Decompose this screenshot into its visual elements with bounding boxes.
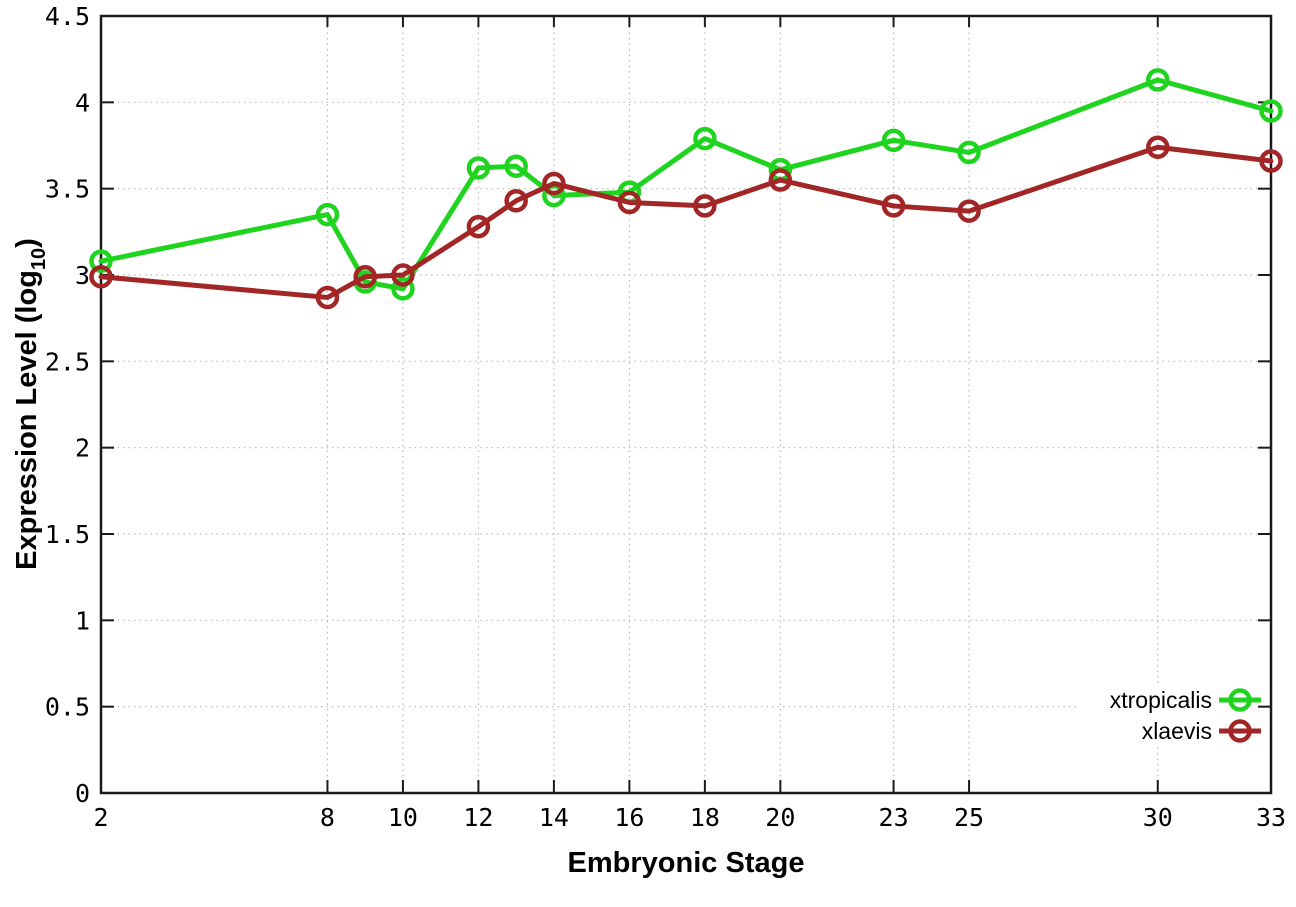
plot-border xyxy=(99,14,1273,795)
data-point-xtropicalis xyxy=(957,140,981,165)
data-point-xlaevis xyxy=(315,285,340,310)
data-point-xlaevis xyxy=(617,190,642,215)
y-tick-label: 3 xyxy=(75,261,90,290)
legend-background xyxy=(1080,683,1269,747)
y-tick-label: 4.5 xyxy=(45,2,90,31)
data-point-xlaevis xyxy=(693,194,717,218)
data-point-xtropicalis xyxy=(504,154,528,178)
y-tick-label: 1 xyxy=(75,606,90,635)
series-line-xlaevis xyxy=(98,144,1274,300)
data-point-xlaevis xyxy=(881,194,906,218)
x-tick-label: 2 xyxy=(93,803,108,832)
y-axis-title-text: Expression Level (log xyxy=(11,270,44,570)
x-tick-label: 14 xyxy=(539,803,569,832)
x-tick-label: 30 xyxy=(1143,803,1173,832)
x-tick-label: 33 xyxy=(1256,803,1286,832)
data-point-xtropicalis xyxy=(693,126,717,151)
y-axis-title-suffix: ) xyxy=(11,238,44,248)
data-point-xlaevis xyxy=(957,199,981,223)
data-point-xtropicalis xyxy=(466,156,491,180)
x-tick-label: 8 xyxy=(320,803,335,832)
data-point-xtropicalis xyxy=(391,277,415,301)
legend-marker-xlaevis xyxy=(1228,719,1252,743)
data-point-xtropicalis xyxy=(1259,99,1283,123)
data-point-xlaevis xyxy=(1259,149,1283,173)
data-point-xtropicalis xyxy=(315,202,340,227)
data-point-xlaevis xyxy=(1146,135,1170,159)
data-point-xtropicalis xyxy=(1146,68,1170,92)
y-axis-title-subscript: 10 xyxy=(27,247,50,271)
y-axis-title: Expression Level (log10) xyxy=(11,238,50,570)
x-tick-label: 10 xyxy=(388,803,418,832)
data-point-xlaevis xyxy=(353,264,377,289)
legend-label-xlaevis: xlaevis xyxy=(1142,718,1212,744)
y-tick-label: 2.5 xyxy=(45,347,90,376)
data-point-xlaevis xyxy=(89,264,113,289)
x-axis-title: Embryonic Stage xyxy=(567,847,805,879)
data-point-xlaevis xyxy=(466,214,491,239)
x-tick-label: 18 xyxy=(690,803,720,832)
x-tick-label: 25 xyxy=(954,803,984,832)
x-tick-label: 23 xyxy=(879,803,909,832)
y-tick-label: 1.5 xyxy=(45,520,90,549)
x-tick-label: 20 xyxy=(765,803,795,832)
legend-label-xtropicalis: xtropicalis xyxy=(1110,687,1212,713)
x-tick-label: 12 xyxy=(463,803,493,832)
y-tick-label: 0 xyxy=(75,779,90,808)
data-point-xlaevis xyxy=(391,263,415,287)
y-tick-label: 2 xyxy=(75,434,90,463)
data-point-xlaevis xyxy=(542,171,566,196)
data-point-xtropicalis xyxy=(881,128,906,153)
series-line-xtropicalis xyxy=(98,77,1274,292)
y-tick-label: 0.5 xyxy=(45,693,90,722)
y-tick-label: 3.5 xyxy=(45,175,90,204)
legend-marker-xtropicalis xyxy=(1228,688,1252,712)
x-tick-label: 16 xyxy=(614,803,644,832)
y-tick-label: 4 xyxy=(75,88,90,117)
data-point-xlaevis xyxy=(768,168,793,192)
data-point-xlaevis xyxy=(504,189,528,213)
data-point-xtropicalis xyxy=(89,249,113,273)
